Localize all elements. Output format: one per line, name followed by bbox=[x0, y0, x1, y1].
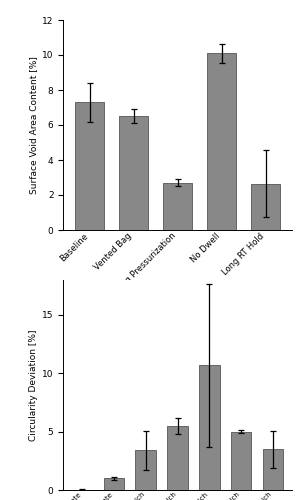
Bar bbox=[163, 182, 192, 230]
Bar bbox=[231, 432, 251, 490]
Bar bbox=[75, 102, 104, 230]
Bar bbox=[251, 184, 280, 230]
Y-axis label: Surface Void Area Content [%]: Surface Void Area Content [%] bbox=[29, 56, 38, 194]
Bar bbox=[104, 478, 124, 490]
Y-axis label: Circularity Deviation [%]: Circularity Deviation [%] bbox=[29, 329, 38, 441]
Bar bbox=[119, 116, 148, 230]
Bar bbox=[135, 450, 156, 490]
Bar bbox=[207, 53, 236, 230]
Bar bbox=[262, 449, 283, 490]
Bar bbox=[199, 365, 220, 490]
Bar bbox=[167, 426, 188, 490]
